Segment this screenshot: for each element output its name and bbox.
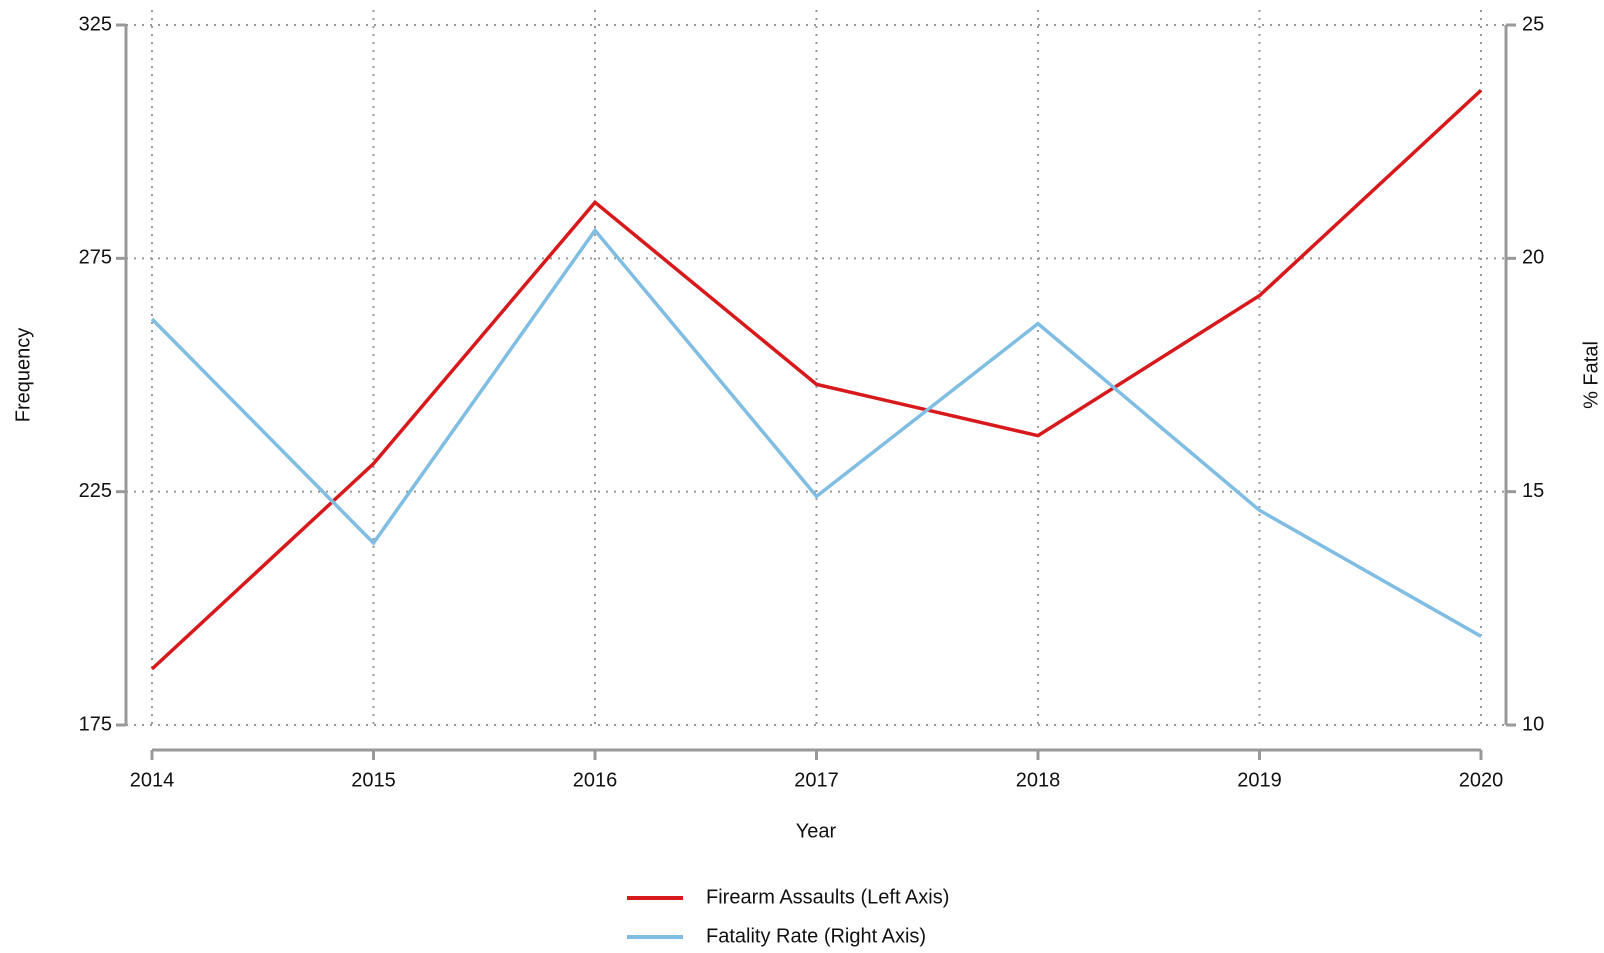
y-axis-label: Frequency [12, 328, 34, 423]
y2-axis-label: % Fatal [1580, 341, 1602, 409]
legend-label: Fatality Rate (Right Axis) [706, 925, 926, 947]
x-tick-label: 2018 [1016, 769, 1061, 791]
y2-tick-label: 10 [1522, 713, 1544, 735]
x-tick-label: 2016 [573, 769, 618, 791]
y-tick-label: 175 [79, 713, 112, 735]
y2-tick-label: 15 [1522, 480, 1544, 502]
x-axis-label: Year [796, 820, 837, 842]
legend-label: Firearm Assaults (Left Axis) [706, 886, 949, 908]
x-tick-label: 2017 [794, 769, 839, 791]
y2-tick-label: 20 [1522, 247, 1544, 269]
y-tick-label: 225 [79, 480, 112, 502]
x-tick-label: 2014 [130, 769, 175, 791]
x-tick-label: 2015 [351, 769, 396, 791]
series-line [150, 89, 1483, 671]
x-tick-label: 2020 [1459, 769, 1504, 791]
y-tick-label: 325 [79, 13, 112, 35]
y2-tick-label: 25 [1522, 13, 1544, 35]
series-line [150, 227, 1482, 638]
y-tick-label: 275 [79, 247, 112, 269]
x-tick-label: 2019 [1237, 769, 1282, 791]
